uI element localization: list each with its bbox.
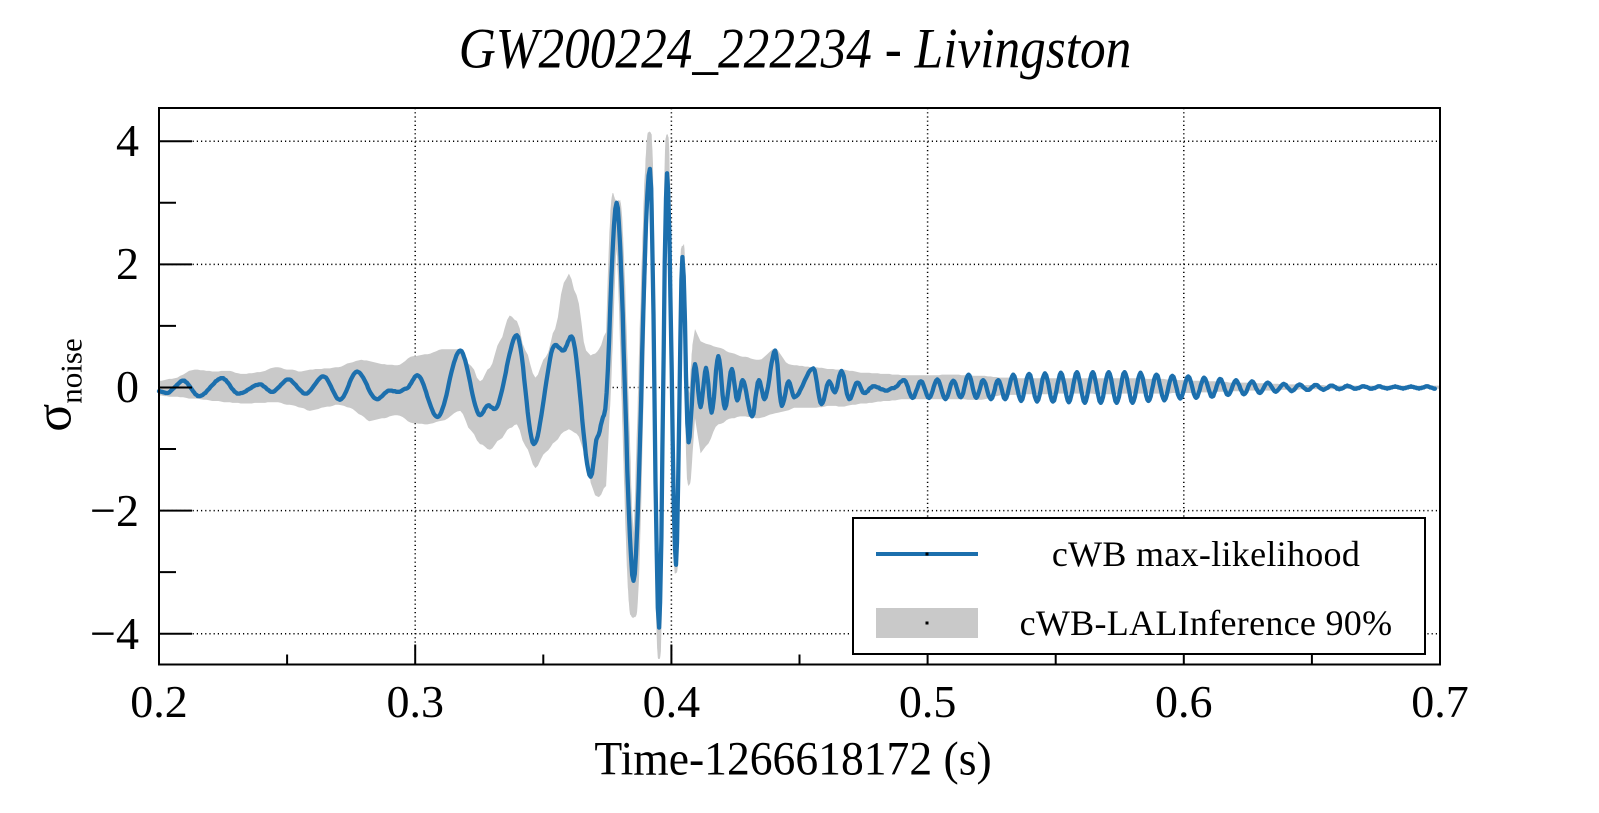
legend-entry-band: cWB-LALInference 90%: [854, 588, 1424, 657]
waveform-line: [156, 166, 1438, 630]
legend: cWB max-likelihood cWB-LALInference 90%: [852, 517, 1426, 655]
x-tick-label: 0.7: [1411, 675, 1469, 727]
chart-title: GW200224_222234 - Livingston: [458, 17, 1132, 81]
x-tick-label: 0.2: [130, 675, 188, 727]
y-tick-label: −2: [90, 484, 139, 536]
legend-label: cWB-LALInference 90%: [1019, 602, 1393, 643]
y-tick-label: −4: [90, 607, 139, 659]
x-tick-label: 0.6: [1155, 675, 1213, 727]
y-axis-subscript: noise: [53, 338, 89, 404]
legend-line-swatch: [876, 519, 978, 588]
y-axis-title: σnoise: [25, 338, 90, 431]
legend-band-swatch: [876, 588, 978, 657]
legend-marker-dot: [925, 621, 929, 624]
x-tick-label: 0.5: [898, 675, 957, 727]
x-tick-label: 0.3: [386, 675, 444, 727]
legend-label: cWB max-likelihood: [1051, 533, 1361, 574]
y-tick-label: 4: [116, 115, 139, 167]
x-axis-title: Time-1266618172 (s): [594, 732, 992, 786]
legend-marker-dot: [925, 552, 929, 555]
x-tick-label: 0.4: [642, 675, 701, 727]
y-axis-symbol: σ: [25, 403, 83, 432]
y-tick-label: 0: [116, 361, 139, 413]
y-tick-label: 2: [116, 238, 139, 290]
legend-entry-line: cWB max-likelihood: [854, 519, 1424, 588]
